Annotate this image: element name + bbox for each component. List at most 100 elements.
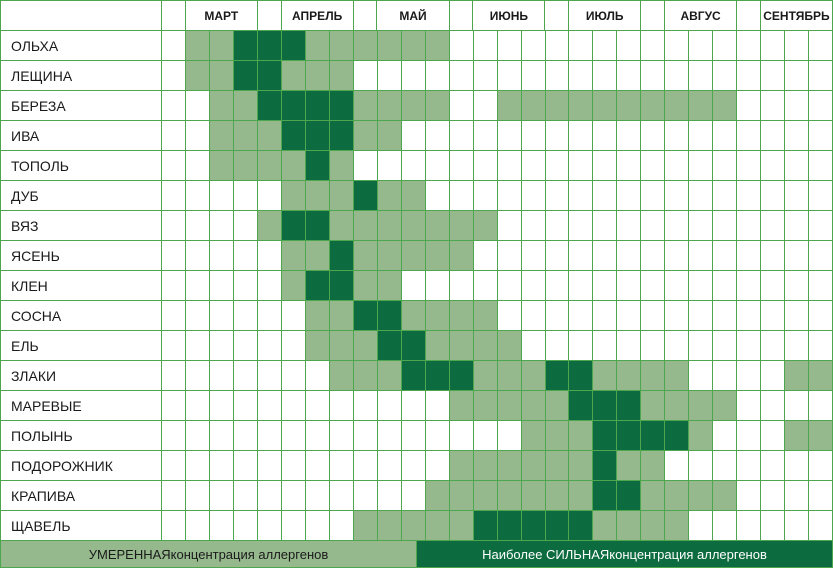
data-cell [785,181,809,211]
data-cell [809,91,832,121]
data-cell [761,391,785,421]
data-cell [522,31,546,61]
data-cell [761,91,785,121]
data-cell [593,421,617,451]
data-cell [498,91,522,121]
data-cell [617,361,641,391]
data-cell [593,271,617,301]
data-cell [186,241,210,271]
data-cell [330,451,354,481]
data-cell [234,211,258,241]
data-cell [546,151,570,181]
data-cell [593,211,617,241]
data-cell [641,301,665,331]
data-cell [617,391,641,421]
data-cell [186,421,210,451]
data-cell [593,121,617,151]
data-cell [210,241,234,271]
data-cell [761,451,785,481]
data-cell [498,391,522,421]
data-cell [785,421,809,451]
data-cell [162,421,186,451]
data-cell [306,121,330,151]
legend-moderate: УМЕРЕННАЯ концентрация аллергенов [1,541,417,567]
data-cell [641,451,665,481]
data-cell [426,61,450,91]
data-cell [306,61,330,91]
data-cell [809,61,832,91]
data-cell [785,391,809,421]
data-cell [474,481,498,511]
data-cell [593,481,617,511]
data-cell [689,181,713,211]
data-cell [234,241,258,271]
data-cell [306,391,330,421]
data-cell [569,511,593,541]
data-cell [258,511,282,541]
data-cell [402,301,426,331]
data-cell [569,241,593,271]
data-cell [522,271,546,301]
data-cell [450,331,474,361]
data-cell [210,91,234,121]
data-cell [402,181,426,211]
data-cell [689,91,713,121]
data-cell [426,511,450,541]
data-cell [546,61,570,91]
data-cell [785,271,809,301]
data-cell [378,451,402,481]
data-cell [378,31,402,61]
data-cell [330,241,354,271]
legend-moderate-prefix: УМЕРЕННАЯ [89,547,171,562]
data-cell [282,271,306,301]
data-cell [354,511,378,541]
data-cell [234,451,258,481]
data-cell [258,91,282,121]
data-cell [234,271,258,301]
data-cell [186,511,210,541]
data-cell [546,271,570,301]
data-cell [474,301,498,331]
data-cell [474,511,498,541]
data-cell [498,421,522,451]
data-cell [593,391,617,421]
data-cell [761,421,785,451]
month-label: МАЙ [377,1,448,30]
row-cells [162,271,832,301]
data-cell [713,61,737,91]
data-cell [282,211,306,241]
data-cell [426,331,450,361]
data-cell [713,361,737,391]
data-cell [665,451,689,481]
data-cell [306,181,330,211]
data-cell [809,421,832,451]
data-cell [713,151,737,181]
data-cell [402,481,426,511]
data-cell [450,211,474,241]
data-cell [186,31,210,61]
data-cell [474,31,498,61]
data-cell [593,181,617,211]
data-cell [785,511,809,541]
data-cell [210,361,234,391]
data-cell [665,31,689,61]
data-cell [186,211,210,241]
data-cell [641,151,665,181]
data-cell [641,211,665,241]
data-cell [498,181,522,211]
data-cell [306,241,330,271]
data-cell [569,361,593,391]
data-cell [689,151,713,181]
row-label: ЛЕЩИНА [1,61,162,91]
data-cell [282,241,306,271]
data-cell [665,211,689,241]
data-row: КЛЕН [1,271,832,301]
data-cell [186,391,210,421]
data-cell [282,31,306,61]
data-cell [641,391,665,421]
data-cell [474,361,498,391]
data-cell [354,181,378,211]
data-cell [593,331,617,361]
data-cell [282,151,306,181]
data-cell [402,451,426,481]
